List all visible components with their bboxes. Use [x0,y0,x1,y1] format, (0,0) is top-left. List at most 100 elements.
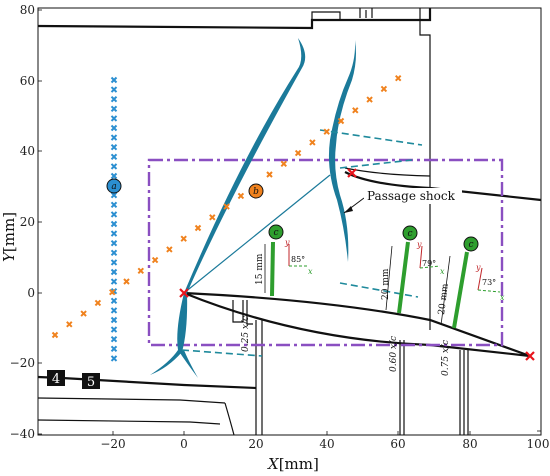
x-mark-icon [110,259,118,266]
x-mark-icon [123,278,130,285]
triad-2: y x 79° [416,240,445,276]
x-mark-icon [110,201,118,209]
orange-measurement-row-b [51,74,402,339]
triad-3: y x 73° [475,263,505,302]
x-mark-icon [110,105,118,113]
svg-text:80: 80 [462,437,477,451]
svg-text:40: 40 [20,144,35,158]
x-axis-label: X[mm] [267,455,319,473]
svg-text:0: 0 [180,437,188,451]
y-axis-label: Y[mm] [0,212,18,262]
x-mark-icon [309,139,316,146]
svg-text:60: 60 [20,74,35,88]
x-mark-icon [110,239,118,247]
tick-marks [38,9,541,435]
x-mark-icon [110,355,118,362]
svg-text:80: 80 [20,3,35,17]
x-mark-icon [209,214,216,221]
box-label-4: 4 [47,370,65,387]
x-mark-icon [110,76,118,84]
x-mark-icon [110,124,118,132]
ang2-text: 79° [422,259,436,268]
x-mark-icon [110,163,118,170]
x-mark-icon [110,335,118,343]
svg-text:−20: −20 [100,437,125,451]
pos1-text: 0.25 x/c [241,316,251,352]
x-mark-icon [110,249,118,257]
svg-text:−20: −20 [10,356,35,370]
svg-text:4: 4 [52,372,60,387]
x-mark-icon [194,224,202,232]
circle-label-icon [106,178,122,194]
x-mark-icon [525,351,535,361]
triad2-x: x [440,267,445,276]
svg-text:5: 5 [87,375,95,390]
measurement-window [147,158,504,347]
x-mark-icon [110,86,118,93]
label-c-2: c [402,225,418,241]
a-text: a [111,182,116,192]
x-mark-icon [66,321,73,328]
svg-text:20: 20 [248,437,263,451]
y-tick-labels: 80 60 40 20 0 −20 −40 [10,3,35,441]
x-mark-icon [110,297,118,305]
x-mark-icon [110,316,118,324]
svg-text:−40: −40 [10,427,35,441]
x-mark-icon [394,74,402,82]
x-mark-icon [110,326,118,333]
plot-frame [37,7,542,436]
x-mark-icon [110,115,118,122]
x-mark-icon [137,267,145,275]
x-mark-icon [323,128,330,135]
label-b: b [248,183,264,199]
pos2-text: 0.60 x/c [389,336,399,372]
red-cross-markers [179,168,535,361]
svg-text:40: 40 [319,437,334,451]
x-mark-icon [366,96,373,103]
x-mark-icon [110,134,118,141]
triad-1: y x 85° [284,238,313,276]
x-mark-icon [110,345,118,353]
circle-label-icon [463,236,479,252]
triad1-x: x [308,267,313,276]
x-mark-icon [94,299,102,307]
x-mark-icon [166,246,173,253]
probe-sticks [270,241,469,329]
x-mark-icon [352,107,359,114]
triad3-x: x [500,293,505,302]
label-c-3: c [463,236,479,252]
pos3-text: 0.75 x/c [441,340,451,376]
x-mark-icon [179,288,189,298]
svg-text:20: 20 [20,215,35,229]
x-mark-icon [266,171,273,178]
c3-text: c [468,240,473,250]
x-mark-icon [151,256,159,264]
x-mark-icon [347,168,357,178]
x-mark-icon [280,160,288,168]
x-mark-icon [110,278,118,285]
x-mark-icon [237,192,245,200]
passage-shock-label: Passage shock [367,189,456,203]
x-mark-icon [110,95,118,103]
triad3-y: y [475,263,481,272]
x-mark-icon [180,235,187,242]
passage-shock-arrowhead [344,206,353,213]
x-mark-icon [80,310,87,317]
x-mark-icon [51,331,59,339]
label-c-1: c [268,224,284,240]
x-mark-icon [110,307,118,314]
x-mark-icon [110,172,118,180]
box-label-5: 5 [82,373,100,390]
x-mark-icon [110,153,118,161]
expansion-line [183,174,331,294]
x-mark-icon [110,220,118,228]
circle-label-icon [268,224,284,240]
circle-label-icon [248,183,264,199]
x-mark-icon [110,143,118,151]
probe-length-arrows [264,244,451,326]
svg-text:100: 100 [527,437,550,451]
ang1-text: 85° [291,255,305,264]
x-mark-icon [110,268,118,276]
triad1-y: y [284,238,290,247]
